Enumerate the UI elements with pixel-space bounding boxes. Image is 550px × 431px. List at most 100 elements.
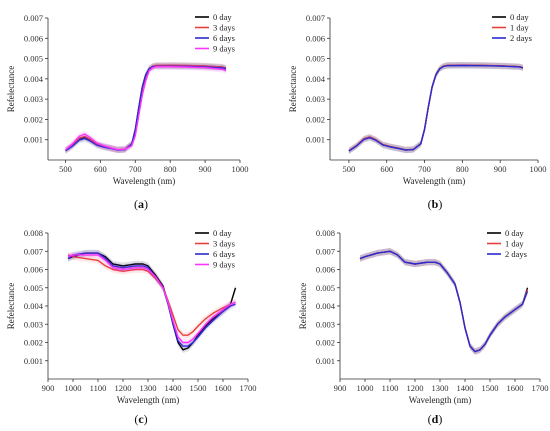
y-tick-label: 0.003	[24, 319, 43, 329]
y-tick-label: 0.004	[24, 301, 44, 311]
x-tick-label: 1000	[232, 164, 249, 174]
legend-label: 0 day	[505, 228, 524, 238]
x-tick-label: 1300	[432, 383, 449, 393]
x-tick-label: 1100	[90, 383, 107, 393]
y-tick-label: 0.006	[316, 265, 335, 275]
plot-area	[359, 248, 529, 355]
legend-label: 1 day	[505, 239, 524, 249]
legend-label: 6 days	[213, 249, 235, 259]
x-tick-label: 700	[418, 164, 431, 174]
x-tick-label: 1500	[190, 383, 207, 393]
y-tick-label: 0.004	[24, 74, 44, 84]
y-tick-label: 0.007	[24, 246, 43, 256]
panel-b: 500 600 700 800 900 1000 0.001 0.002 0.003 0.004 0…	[288, 12, 547, 211]
series-line-2	[67, 252, 236, 347]
x-tick-label: 500	[59, 164, 72, 174]
y-tick-label: 0.003	[306, 94, 325, 104]
legend-label: 2 days	[510, 33, 532, 43]
y-tick-label: 0.007	[316, 246, 335, 256]
y-axis-title: Refelectance	[288, 66, 298, 112]
x-tick-label: 1400	[457, 383, 474, 393]
x-axis-title: Wavelength (nm)	[409, 395, 472, 405]
x-tick-label: 1000	[530, 164, 547, 174]
x-tick-label: 1700	[240, 383, 257, 393]
y-tick-label: 0.008	[24, 228, 43, 238]
x-tick-label: 900	[494, 164, 507, 174]
y-tick-label: 0.003	[24, 94, 43, 104]
y-tick-label: 0.005	[24, 54, 43, 64]
legend-label: 2 days	[505, 249, 527, 259]
legend-label: 6 days	[213, 33, 235, 43]
y-tick-label: 0.002	[316, 338, 335, 348]
series-band-2	[360, 248, 528, 355]
x-tick-label: 1500	[482, 383, 499, 393]
x-tick-label: 900	[42, 383, 55, 393]
series-band-1	[360, 248, 528, 355]
x-tick-label: 800	[456, 164, 469, 174]
y-tick-label: 0.001	[24, 356, 43, 366]
legend-label: 3 days	[213, 23, 235, 33]
y-tick-label: 0.001	[306, 135, 325, 145]
x-tick-label: 600	[380, 164, 393, 174]
legend-label: 0 day	[213, 12, 232, 22]
y-axis-title: Refelectance	[298, 283, 308, 329]
y-tick-label: 0.002	[24, 114, 43, 124]
y-tick-label: 0.006	[24, 265, 43, 275]
y-tick-label: 0.006	[306, 33, 325, 43]
series-band-0	[68, 249, 236, 353]
x-tick-label: 1100	[382, 383, 399, 393]
x-tick-label: 1600	[507, 383, 524, 393]
legend-label: 1 day	[510, 23, 529, 33]
x-tick-label: 1000	[357, 383, 374, 393]
x-tick-label: 1000	[65, 383, 82, 393]
legend-label: 0 day	[510, 12, 529, 22]
series-band-3	[68, 251, 236, 346]
legend-label: 9 days	[213, 260, 235, 270]
series-line-3	[67, 254, 236, 344]
panel-d: 900 1000 1100 1200 1300 1400 1500 1600 1700 0.001…	[298, 228, 549, 426]
x-tick-label: 1400	[165, 383, 182, 393]
y-tick-label: 0.005	[316, 283, 335, 293]
y-tick-label: 0.004	[306, 74, 326, 84]
series-line-2	[348, 64, 524, 152]
series-band-0	[360, 248, 528, 355]
x-tick-label: 900	[334, 383, 347, 393]
legend-label: 3 days	[213, 239, 235, 249]
y-axis-title: Refelectance	[6, 283, 16, 329]
y-tick-label: 0.004	[316, 301, 336, 311]
x-tick-label: 1200	[407, 383, 424, 393]
y-tick-label: 0.002	[24, 338, 43, 348]
series-line-3	[65, 66, 227, 151]
y-tick-label: 0.003	[316, 319, 335, 329]
plot-area	[65, 62, 227, 155]
y-tick-label: 0.005	[24, 283, 43, 293]
panel-caption: (b)	[428, 197, 443, 211]
x-tick-label: 1700	[532, 383, 549, 393]
x-tick-label: 600	[94, 164, 107, 174]
plot-area	[67, 249, 237, 353]
x-axis-title: Wavelength (nm)	[113, 176, 176, 186]
x-tick-label: 1300	[140, 383, 157, 393]
panel-caption: (a)	[134, 197, 148, 211]
series-band-1	[68, 251, 236, 339]
legend-label: 9 days	[213, 44, 235, 54]
y-tick-label: 0.006	[24, 33, 43, 43]
y-tick-label: 0.002	[306, 114, 325, 124]
panel-caption: (d)	[428, 412, 443, 426]
x-tick-label: 1600	[215, 383, 232, 393]
series-line-2	[359, 250, 529, 353]
legend-label: 0 day	[213, 228, 232, 238]
x-axis-title: Wavelength (nm)	[403, 176, 466, 186]
x-tick-label: 700	[129, 164, 142, 174]
x-tick-label: 500	[343, 164, 356, 174]
x-tick-label: 1200	[115, 383, 132, 393]
x-tick-label: 800	[164, 164, 177, 174]
y-tick-label: 0.008	[316, 228, 335, 238]
y-axis-title: Refelectance	[6, 66, 16, 112]
y-tick-label: 0.001	[24, 135, 43, 145]
panel-a: 500 600 700 800 900 1000 0.001 0.002 0.003 0.004 0…	[6, 12, 249, 211]
y-tick-label: 0.007	[306, 13, 325, 23]
